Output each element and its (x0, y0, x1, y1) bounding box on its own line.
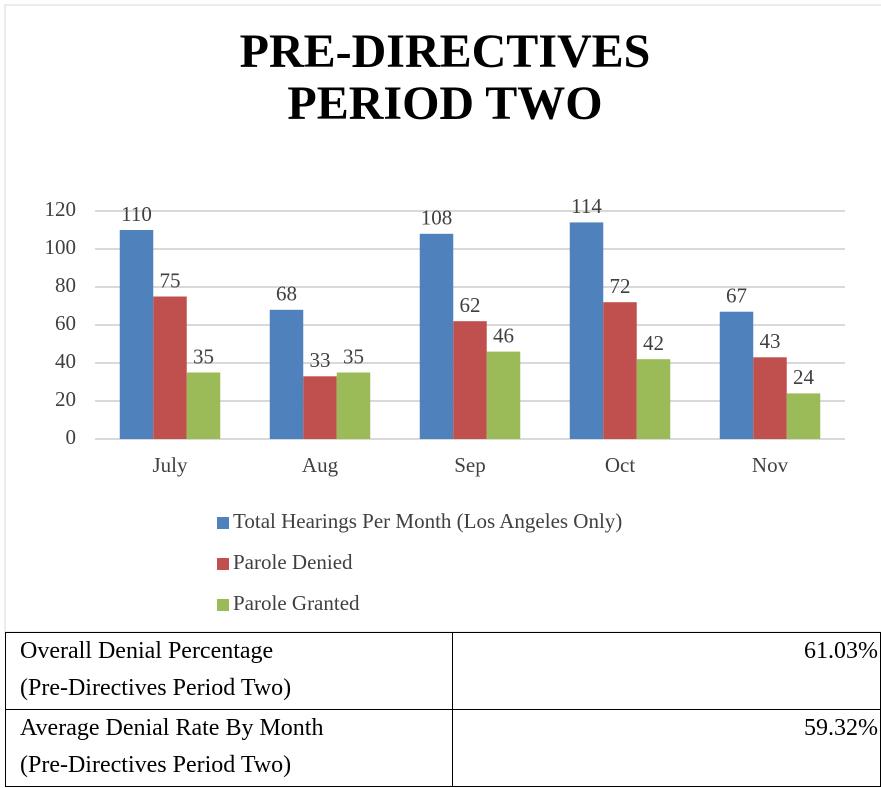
y-tick-label: 120 (45, 197, 77, 221)
bar (636, 359, 671, 439)
bar (453, 321, 487, 439)
data-label: 68 (276, 282, 297, 306)
table-cell: 61.03% (452, 632, 881, 710)
x-tick-label: Nov (752, 453, 789, 477)
table-cell: Average Denial Rate By Month (Pre-Direct… (5, 709, 453, 787)
bar (153, 296, 187, 439)
bar (603, 302, 637, 439)
table-cell: 59.32% (452, 709, 881, 787)
table-row: Overall Denial Percentage (Pre-Directive… (5, 632, 881, 710)
data-label: 33 (310, 348, 331, 372)
summary-table: Overall Denial Percentage (Pre-Directive… (5, 632, 881, 787)
table-row: Average Denial Rate By Month (Pre-Direct… (5, 709, 881, 787)
legend-swatch (217, 599, 229, 611)
data-label: 67 (726, 284, 747, 308)
data-label: 75 (160, 268, 181, 292)
bar (486, 351, 521, 439)
data-label: 46 (493, 323, 514, 347)
y-tick-label: 60 (55, 311, 76, 335)
legend-swatch (217, 517, 229, 529)
bar (753, 357, 787, 439)
chart: PRE-DIRECTIVES PERIOD TWO 0 20 40 60 80 100 12… (4, 4, 881, 633)
y-tick-label: 40 (55, 349, 76, 373)
chart-title: PRE-DIRECTIVES (240, 25, 651, 78)
x-tick-label: Oct (605, 453, 635, 477)
bar (336, 372, 371, 439)
data-label: 24 (793, 365, 815, 389)
bar (786, 393, 821, 439)
chart-title: PERIOD TWO (287, 77, 602, 130)
table-cell: Overall Denial Percentage (Pre-Directive… (5, 632, 453, 710)
legend-label: Total Hearings Per Month (Los Angeles On… (233, 509, 622, 533)
legend-swatch (217, 558, 229, 570)
data-label: 72 (610, 274, 631, 298)
data-label: 35 (193, 344, 214, 368)
data-label: 110 (121, 202, 152, 226)
data-label: 35 (343, 344, 364, 368)
bar (303, 376, 337, 439)
bar (119, 230, 154, 439)
data-label: 114 (571, 194, 602, 218)
bar (419, 233, 454, 439)
data-label: 42 (643, 331, 664, 355)
y-tick-label: 80 (55, 273, 76, 297)
legend-label: Parole Denied (233, 550, 353, 574)
bar (719, 311, 754, 439)
bar (186, 372, 221, 439)
data-label: 62 (460, 293, 481, 317)
x-tick-label: July (152, 453, 188, 477)
data-label: 108 (421, 206, 453, 230)
data-label: 43 (760, 329, 781, 353)
x-tick-label: Aug (302, 453, 339, 477)
y-tick-label: 100 (45, 235, 77, 259)
bar (569, 222, 604, 439)
y-tick-label: 20 (55, 387, 76, 411)
y-tick-label: 0 (66, 425, 77, 449)
x-tick-label: Sep (454, 453, 486, 477)
legend-label: Parole Granted (233, 591, 360, 615)
bar (269, 309, 304, 439)
